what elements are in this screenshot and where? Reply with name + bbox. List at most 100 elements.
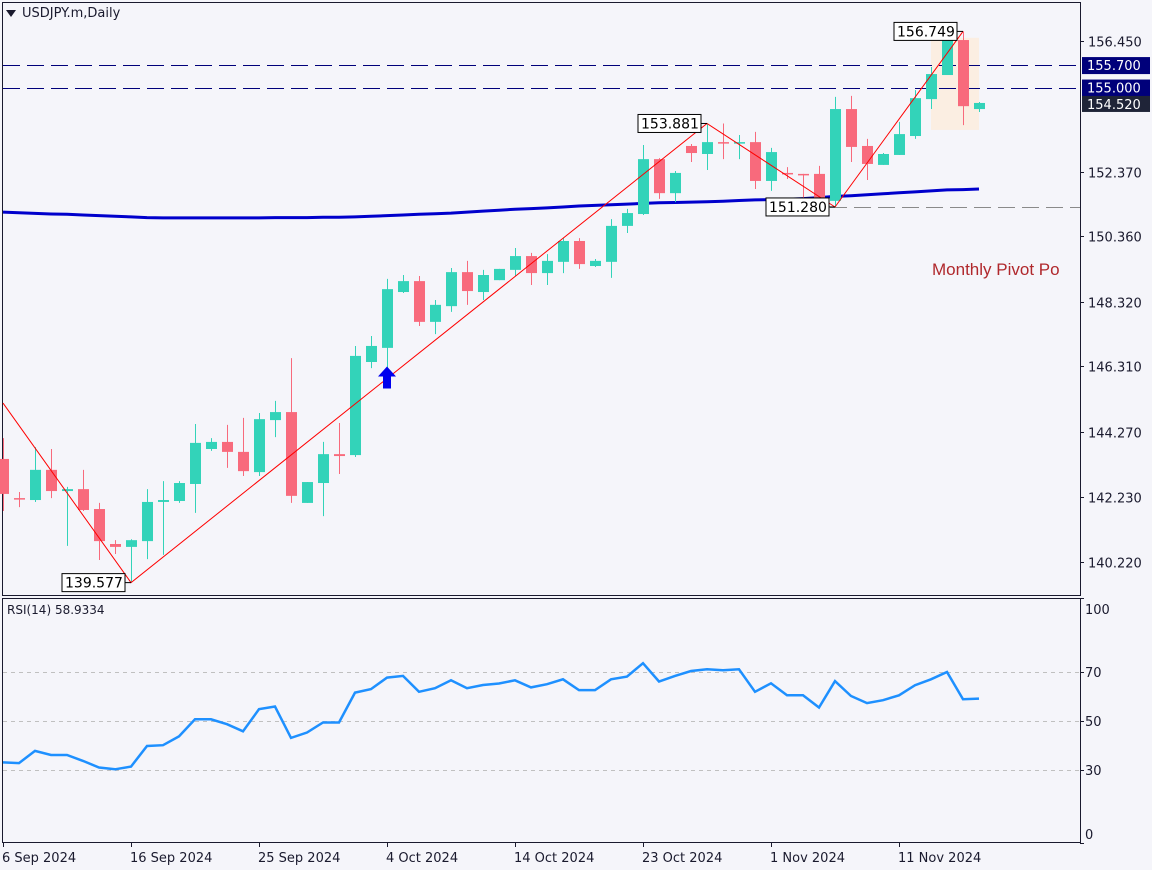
candle-body (126, 540, 137, 547)
candle-body (670, 172, 681, 194)
candle-body (910, 98, 921, 137)
bull-candle (894, 121, 905, 155)
monthly-pivot-label: Monthly Pivot Po (932, 260, 1060, 279)
candle-body (814, 173, 825, 201)
candle-body (446, 272, 457, 307)
candle-body (958, 40, 969, 107)
time-axis: 6 Sep 2024 16 Sep 2024 25 Sep 2024 4 Oct 20… (2, 843, 981, 866)
symbol-timeframe-label: USDJPY.m,Daily (22, 6, 121, 21)
bull-candle (830, 96, 841, 207)
candle-body (14, 498, 25, 500)
candle-body (382, 289, 393, 348)
candle-body (158, 500, 169, 502)
bull-candle (510, 248, 521, 276)
pivot-level-price-label: 155.000 (1087, 82, 1141, 97)
bull-candle (430, 300, 441, 335)
current-price-box (1082, 95, 1150, 112)
bull-candle (734, 135, 745, 160)
bear-candle (14, 492, 25, 508)
pivot-level-price-label: 155.700 (1087, 59, 1141, 74)
bear-candle (110, 540, 121, 554)
zigzag-layer: 139.577 153.881 151.280 156.749 (2, 21, 964, 593)
bull-candle (350, 345, 361, 458)
pivot-level-price-box (1082, 79, 1150, 97)
candle-body (350, 355, 361, 456)
price-tick-label: 152.370 (1088, 167, 1142, 182)
zigzag-price-label: 151.280 (769, 200, 827, 216)
candle-body (190, 442, 201, 484)
price-tick-label: 156.450 (1088, 36, 1142, 51)
bear-candle (814, 165, 825, 201)
candle-body (878, 153, 889, 165)
bull-candle (158, 481, 169, 555)
bear-candle (862, 138, 873, 180)
bull-candle (62, 486, 73, 546)
time-tick-label: 6 Sep 2024 (2, 851, 76, 866)
up-arrow-icon (378, 366, 396, 389)
zigzag-price-label: 139.577 (65, 576, 123, 592)
bull-candle (542, 254, 553, 285)
bear-candle (654, 158, 665, 199)
candle-body (686, 145, 697, 154)
price-tick-label: 140.220 (1088, 557, 1142, 572)
candle-body (414, 281, 425, 322)
bull-candle (30, 447, 41, 502)
bull-candle (206, 438, 217, 451)
candle-body (0, 458, 9, 494)
bull-candle (638, 145, 649, 215)
bull-candle (670, 171, 681, 203)
bull-candle (318, 441, 329, 517)
bear-candle (526, 252, 537, 285)
candle-body (254, 419, 265, 473)
bull-candle (270, 400, 281, 438)
time-tick-label: 11 Nov 2024 (898, 851, 981, 866)
chart-title[interactable]: USDJPY.m,Daily (6, 6, 120, 21)
bull-candle (622, 208, 633, 233)
candle-body (782, 172, 793, 175)
rsi-tick-label: 70 (1085, 666, 1102, 681)
candle-body (638, 159, 649, 215)
candle-body (558, 240, 569, 262)
candle-body (462, 272, 473, 292)
price-tick-label: 142.230 (1088, 492, 1142, 507)
candle-body (110, 544, 121, 547)
bear-candle (46, 448, 57, 499)
zigzag-label-box (637, 113, 702, 133)
candle-body (270, 412, 281, 421)
bear-candle (0, 438, 9, 511)
candle-body (942, 40, 953, 76)
rsi-tick-label: 30 (1085, 764, 1102, 779)
bear-candle (238, 417, 249, 476)
candle-body (302, 482, 313, 503)
zigzag-price-label: 153.881 (641, 116, 699, 132)
price-tick-label: 150.360 (1088, 231, 1142, 246)
candle-body (718, 142, 729, 144)
bull-candle (494, 268, 505, 281)
triangle-down-icon[interactable] (6, 10, 16, 17)
bull-candle (126, 539, 137, 583)
zigzag-label-box (61, 573, 126, 593)
candle-body (974, 102, 985, 110)
candle-body (94, 509, 105, 542)
candle-body (542, 260, 553, 274)
candle-body (766, 152, 777, 181)
bear-candle (750, 131, 761, 189)
rsi-line (2, 661, 980, 771)
candle-body (622, 213, 633, 226)
candle-body (750, 142, 761, 181)
time-tick-label: 14 Oct 2024 (514, 851, 594, 866)
bull-candle (446, 267, 457, 312)
candle-body (238, 451, 249, 472)
bear-candle (846, 95, 857, 163)
rsi-tick-label: 100 (1085, 603, 1110, 618)
candle-body (526, 256, 537, 274)
bear-candle (286, 358, 297, 503)
time-tick-label: 23 Oct 2024 (642, 851, 722, 866)
candle-body (590, 260, 601, 267)
candle-body (398, 281, 409, 293)
highlight-zone-layer (931, 37, 979, 130)
bull-candle (910, 90, 921, 139)
pivot-level-price-box (1082, 57, 1150, 75)
rsi-layer: 100 70 50 30 0 (2, 598, 1110, 844)
